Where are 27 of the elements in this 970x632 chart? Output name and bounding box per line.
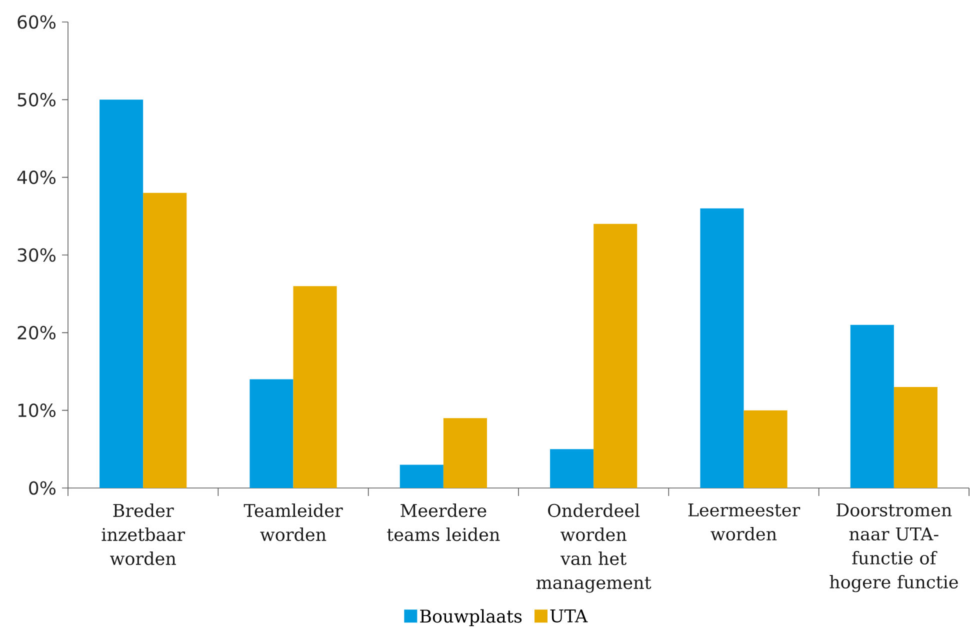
- bar: [293, 286, 337, 488]
- x-tick-label: Meerdere teams leiden: [387, 504, 500, 542]
- x-tick-label: Teamleider worden: [244, 504, 343, 542]
- legend-label: Bouwplaats: [420, 609, 522, 626]
- x-tick-label: Leermeester worden: [688, 504, 800, 541]
- bar: [100, 100, 144, 488]
- x-tick-label: Onderdeel worden van het management: [536, 504, 652, 593]
- bar: [894, 387, 938, 488]
- x-tick-label: Doorstromen naar UTA-functie of hogere functie: [830, 504, 958, 592]
- legend-label: UTA: [550, 609, 588, 622]
- bar: [594, 224, 638, 488]
- bar: [744, 410, 788, 488]
- bar: [443, 418, 487, 488]
- y-tick-label: 50%: [18, 92, 56, 106]
- bar: [550, 449, 594, 488]
- y-tick-label: 20%: [18, 326, 56, 340]
- bar: [850, 324, 894, 488]
- y-tick-label: 10%: [18, 404, 56, 418]
- bar: [143, 192, 187, 488]
- bar: [700, 208, 744, 488]
- y-tick-label: 0%: [29, 481, 56, 495]
- y-tick-label: 60%: [18, 15, 56, 29]
- y-tick-label: 30%: [18, 248, 56, 262]
- bar: [400, 464, 444, 488]
- x-tick-label: Breder inzetbaar worden: [102, 504, 186, 566]
- y-tick-label: 40%: [17, 170, 56, 184]
- bar: [250, 379, 294, 488]
